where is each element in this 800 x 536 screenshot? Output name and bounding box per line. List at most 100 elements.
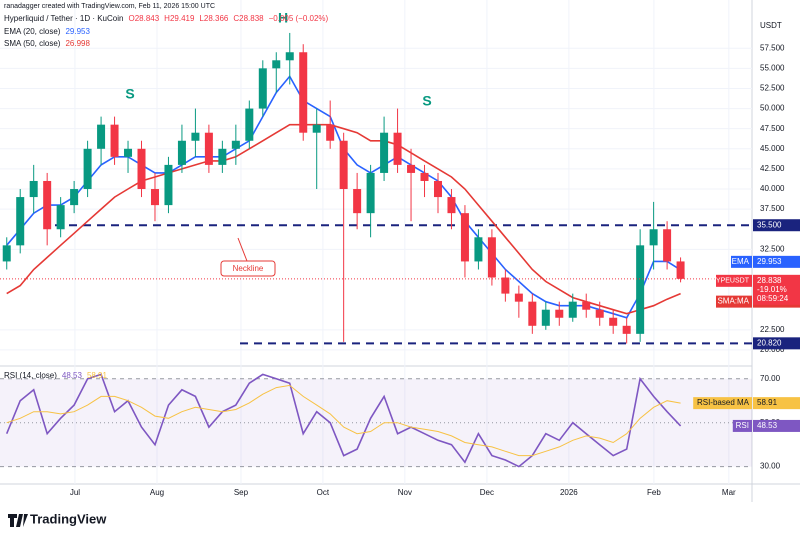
axis-name-box <box>732 419 752 432</box>
candle-body <box>177 140 186 165</box>
pattern-label: S <box>422 93 431 109</box>
x-tick-label: Oct <box>317 488 330 497</box>
price-countdown: 08:59:24 <box>757 294 789 303</box>
candle-body <box>299 52 308 133</box>
legend-entry: EMA (20, close) 29.953 <box>4 27 90 36</box>
candle-body <box>420 172 429 181</box>
axis-value-box <box>753 397 800 410</box>
legend-value: 29.953 <box>65 27 90 36</box>
candle-body <box>636 245 645 334</box>
axis-name: RSI-based MA <box>697 398 750 407</box>
neckline-label: Neckline <box>233 264 264 273</box>
level-label: 35.500 <box>757 220 782 229</box>
candle-body <box>56 205 65 230</box>
axis-name-box <box>716 295 752 308</box>
candle-body <box>150 189 159 206</box>
axis-name: SMA:MA <box>717 297 749 306</box>
candle-body <box>29 180 38 198</box>
rsi-legend-value: 48.53 <box>62 371 83 380</box>
candle-body <box>16 197 25 246</box>
candle-body <box>124 148 133 157</box>
y-tick-label: 20.000 <box>760 345 785 354</box>
axis-name: EMA <box>732 257 750 266</box>
candle-body <box>231 140 240 149</box>
legend-name: SMA (50, close) <box>4 39 61 48</box>
neckline-box <box>220 260 276 277</box>
candle-body <box>407 164 416 173</box>
indicator-line <box>6 384 681 457</box>
candle-body <box>258 68 267 109</box>
y-tick-label: 40.000 <box>760 184 785 193</box>
rsi-legend-value: 58.91 <box>87 371 108 380</box>
brand-logo: TradingView <box>8 511 107 527</box>
candle-body <box>393 132 402 165</box>
y-tick-label: 55.000 <box>760 63 785 72</box>
price-name-box <box>716 274 752 287</box>
candle-body <box>312 124 321 133</box>
rsi-title: RSI (14, close) <box>4 371 57 380</box>
legend-entry: SMA (50, close) 26.998 <box>4 39 90 48</box>
price-change: -19.01% <box>757 285 787 294</box>
candle-body <box>204 132 213 165</box>
quote-value: O28.843 <box>128 14 159 23</box>
candle-body <box>541 309 550 326</box>
axis-value: 48.53 <box>757 421 778 430</box>
pattern-label: S <box>125 86 134 102</box>
price-value-box <box>753 274 800 305</box>
candle-body <box>366 172 375 214</box>
price-symbol: HYPEUSDT <box>711 278 750 285</box>
candle-body <box>663 229 672 262</box>
candle-body <box>582 301 591 310</box>
price-value: 28.838 <box>757 276 782 285</box>
candle-body <box>433 180 442 198</box>
quote-value: L28.366 <box>199 14 228 23</box>
legend-value: 26.998 <box>65 39 90 48</box>
y-tick-label: 70.00 <box>760 374 781 383</box>
candle-body <box>676 261 685 279</box>
x-tick-label: Aug <box>150 488 164 497</box>
axis-value-box <box>753 419 800 432</box>
indicator-line <box>5 373 682 468</box>
candle-body <box>97 124 106 149</box>
pattern-label: H <box>278 10 288 26</box>
candle-body <box>501 277 510 294</box>
neckline-pointer <box>237 237 248 262</box>
quote-value: C28.838 <box>233 14 264 23</box>
candle-body <box>555 309 564 318</box>
y-tick-label: 47.500 <box>760 124 785 133</box>
indicator-line <box>6 123 681 315</box>
logo-mark <box>8 514 28 527</box>
x-tick-label: Feb <box>647 488 661 497</box>
x-tick-label: Mar <box>722 488 736 497</box>
candle-body <box>447 197 456 214</box>
y-tick-label: 52.500 <box>760 84 785 93</box>
candle-body <box>568 301 577 318</box>
y-tick-label: 30.00 <box>760 462 781 471</box>
y-tick-label: 57.500 <box>760 43 785 52</box>
axis-name: RSI <box>736 421 749 430</box>
candle-body <box>272 60 281 69</box>
candle-body <box>137 148 146 190</box>
y-tick-label: 22.500 <box>760 325 785 334</box>
candle-body <box>218 148 227 165</box>
x-tick-label: Nov <box>398 488 412 497</box>
candle-body <box>487 237 496 278</box>
legend-name: EMA (20, close) <box>4 27 61 36</box>
axis-name-box <box>693 397 752 410</box>
candle-body <box>191 132 200 141</box>
symbol-title: Hyperliquid / Tether · 1D · KuCoin O28.84… <box>4 14 329 23</box>
axis-value-box <box>753 255 800 268</box>
axis-name-box <box>731 255 752 268</box>
candle-body <box>326 124 335 141</box>
candle-body <box>83 148 92 190</box>
quote-value: H29.419 <box>164 14 195 23</box>
candle-body <box>43 180 52 230</box>
candle-body <box>514 293 523 302</box>
candle-body <box>380 132 389 173</box>
symbol-name: Hyperliquid / Tether · 1D · KuCoin <box>4 14 123 23</box>
y-tick-label: 37.500 <box>760 204 785 213</box>
candle-body <box>164 164 173 206</box>
candle-body <box>474 237 483 262</box>
candle-body <box>460 213 469 262</box>
x-tick-label: Dec <box>480 488 494 497</box>
